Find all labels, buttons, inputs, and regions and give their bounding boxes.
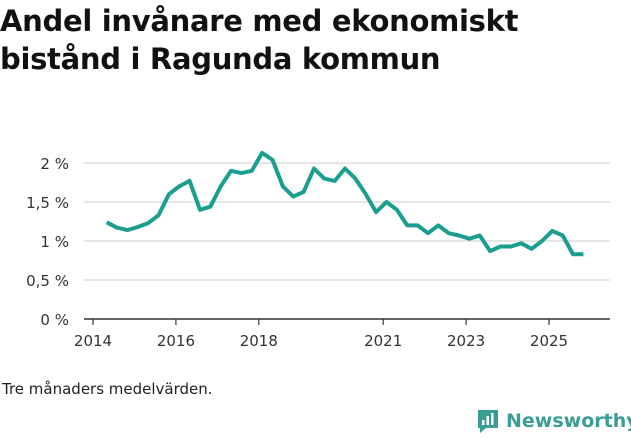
- series-line: [105, 150, 584, 257]
- y-tick-label: 2 %: [40, 155, 69, 173]
- y-tick-label: 0,5 %: [26, 272, 69, 290]
- x-tick-label: 2014: [74, 332, 112, 350]
- title-line-2: bistånd i Ragunda kommun: [0, 42, 441, 76]
- y-tick-label: 0 %: [40, 311, 69, 329]
- x-tick-label: 2025: [530, 332, 568, 350]
- x-axis-tick-labels: 2014 2016 2018 2021 2023 2025: [74, 332, 568, 350]
- newsworthy-logo-icon: [478, 410, 498, 433]
- x-tick-label: 2016: [157, 332, 195, 350]
- gridlines: [84, 162, 610, 281]
- x-tick-label: 2018: [240, 332, 278, 350]
- title-line-1: Andel invånare med ekonomiskt: [0, 4, 519, 38]
- x-axis: [84, 318, 610, 325]
- x-tick-label: 2021: [364, 332, 402, 350]
- chart-title: Andel invånare med ekonomiskt bistånd i …: [0, 2, 620, 78]
- y-tick-label: 1 %: [40, 233, 69, 251]
- brand-name: Newsworthy: [506, 410, 631, 432]
- series-group: [105, 150, 584, 257]
- footnote: Tre månaders medelvärden.: [2, 380, 213, 398]
- y-tick-label: 1,5 %: [26, 194, 69, 212]
- brand-logo: Newsworthy: [476, 408, 631, 434]
- x-tick-label: 2023: [447, 332, 485, 350]
- line-chart: 0 % 0,5 % 1 % 1,5 % 2 % 2014 2016 2018 2021 2023…: [26, 150, 610, 350]
- y-axis-tick-labels: 0 % 0,5 % 1 % 1,5 % 2 %: [26, 155, 69, 329]
